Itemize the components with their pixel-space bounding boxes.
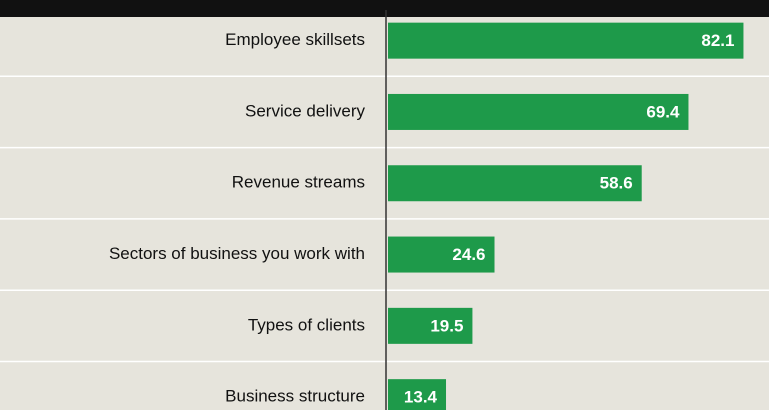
bar bbox=[388, 22, 744, 59]
category-label: Types of clients bbox=[248, 315, 365, 334]
category-label: Revenue streams bbox=[232, 173, 365, 192]
value-label: 19.5 bbox=[430, 316, 463, 335]
category-label: Business structure bbox=[225, 387, 365, 406]
value-label: 58.6 bbox=[600, 174, 633, 193]
value-label: 13.4 bbox=[404, 388, 438, 407]
category-label: Service delivery bbox=[245, 101, 365, 120]
category-label: Employee skillsets bbox=[225, 30, 365, 49]
value-label: 24.6 bbox=[452, 245, 485, 264]
value-label: 82.1 bbox=[701, 31, 734, 50]
bar bbox=[388, 236, 495, 273]
header-bar bbox=[0, 0, 769, 17]
rows: Employee skillsets 82.1 Service delivery 69… bbox=[0, 22, 769, 410]
category-label: Sectors of business you work with bbox=[109, 244, 365, 263]
bar bbox=[388, 93, 689, 130]
bar bbox=[388, 379, 447, 410]
value-label: 69.4 bbox=[646, 102, 680, 121]
bar bbox=[388, 307, 473, 344]
bar bbox=[388, 165, 642, 202]
